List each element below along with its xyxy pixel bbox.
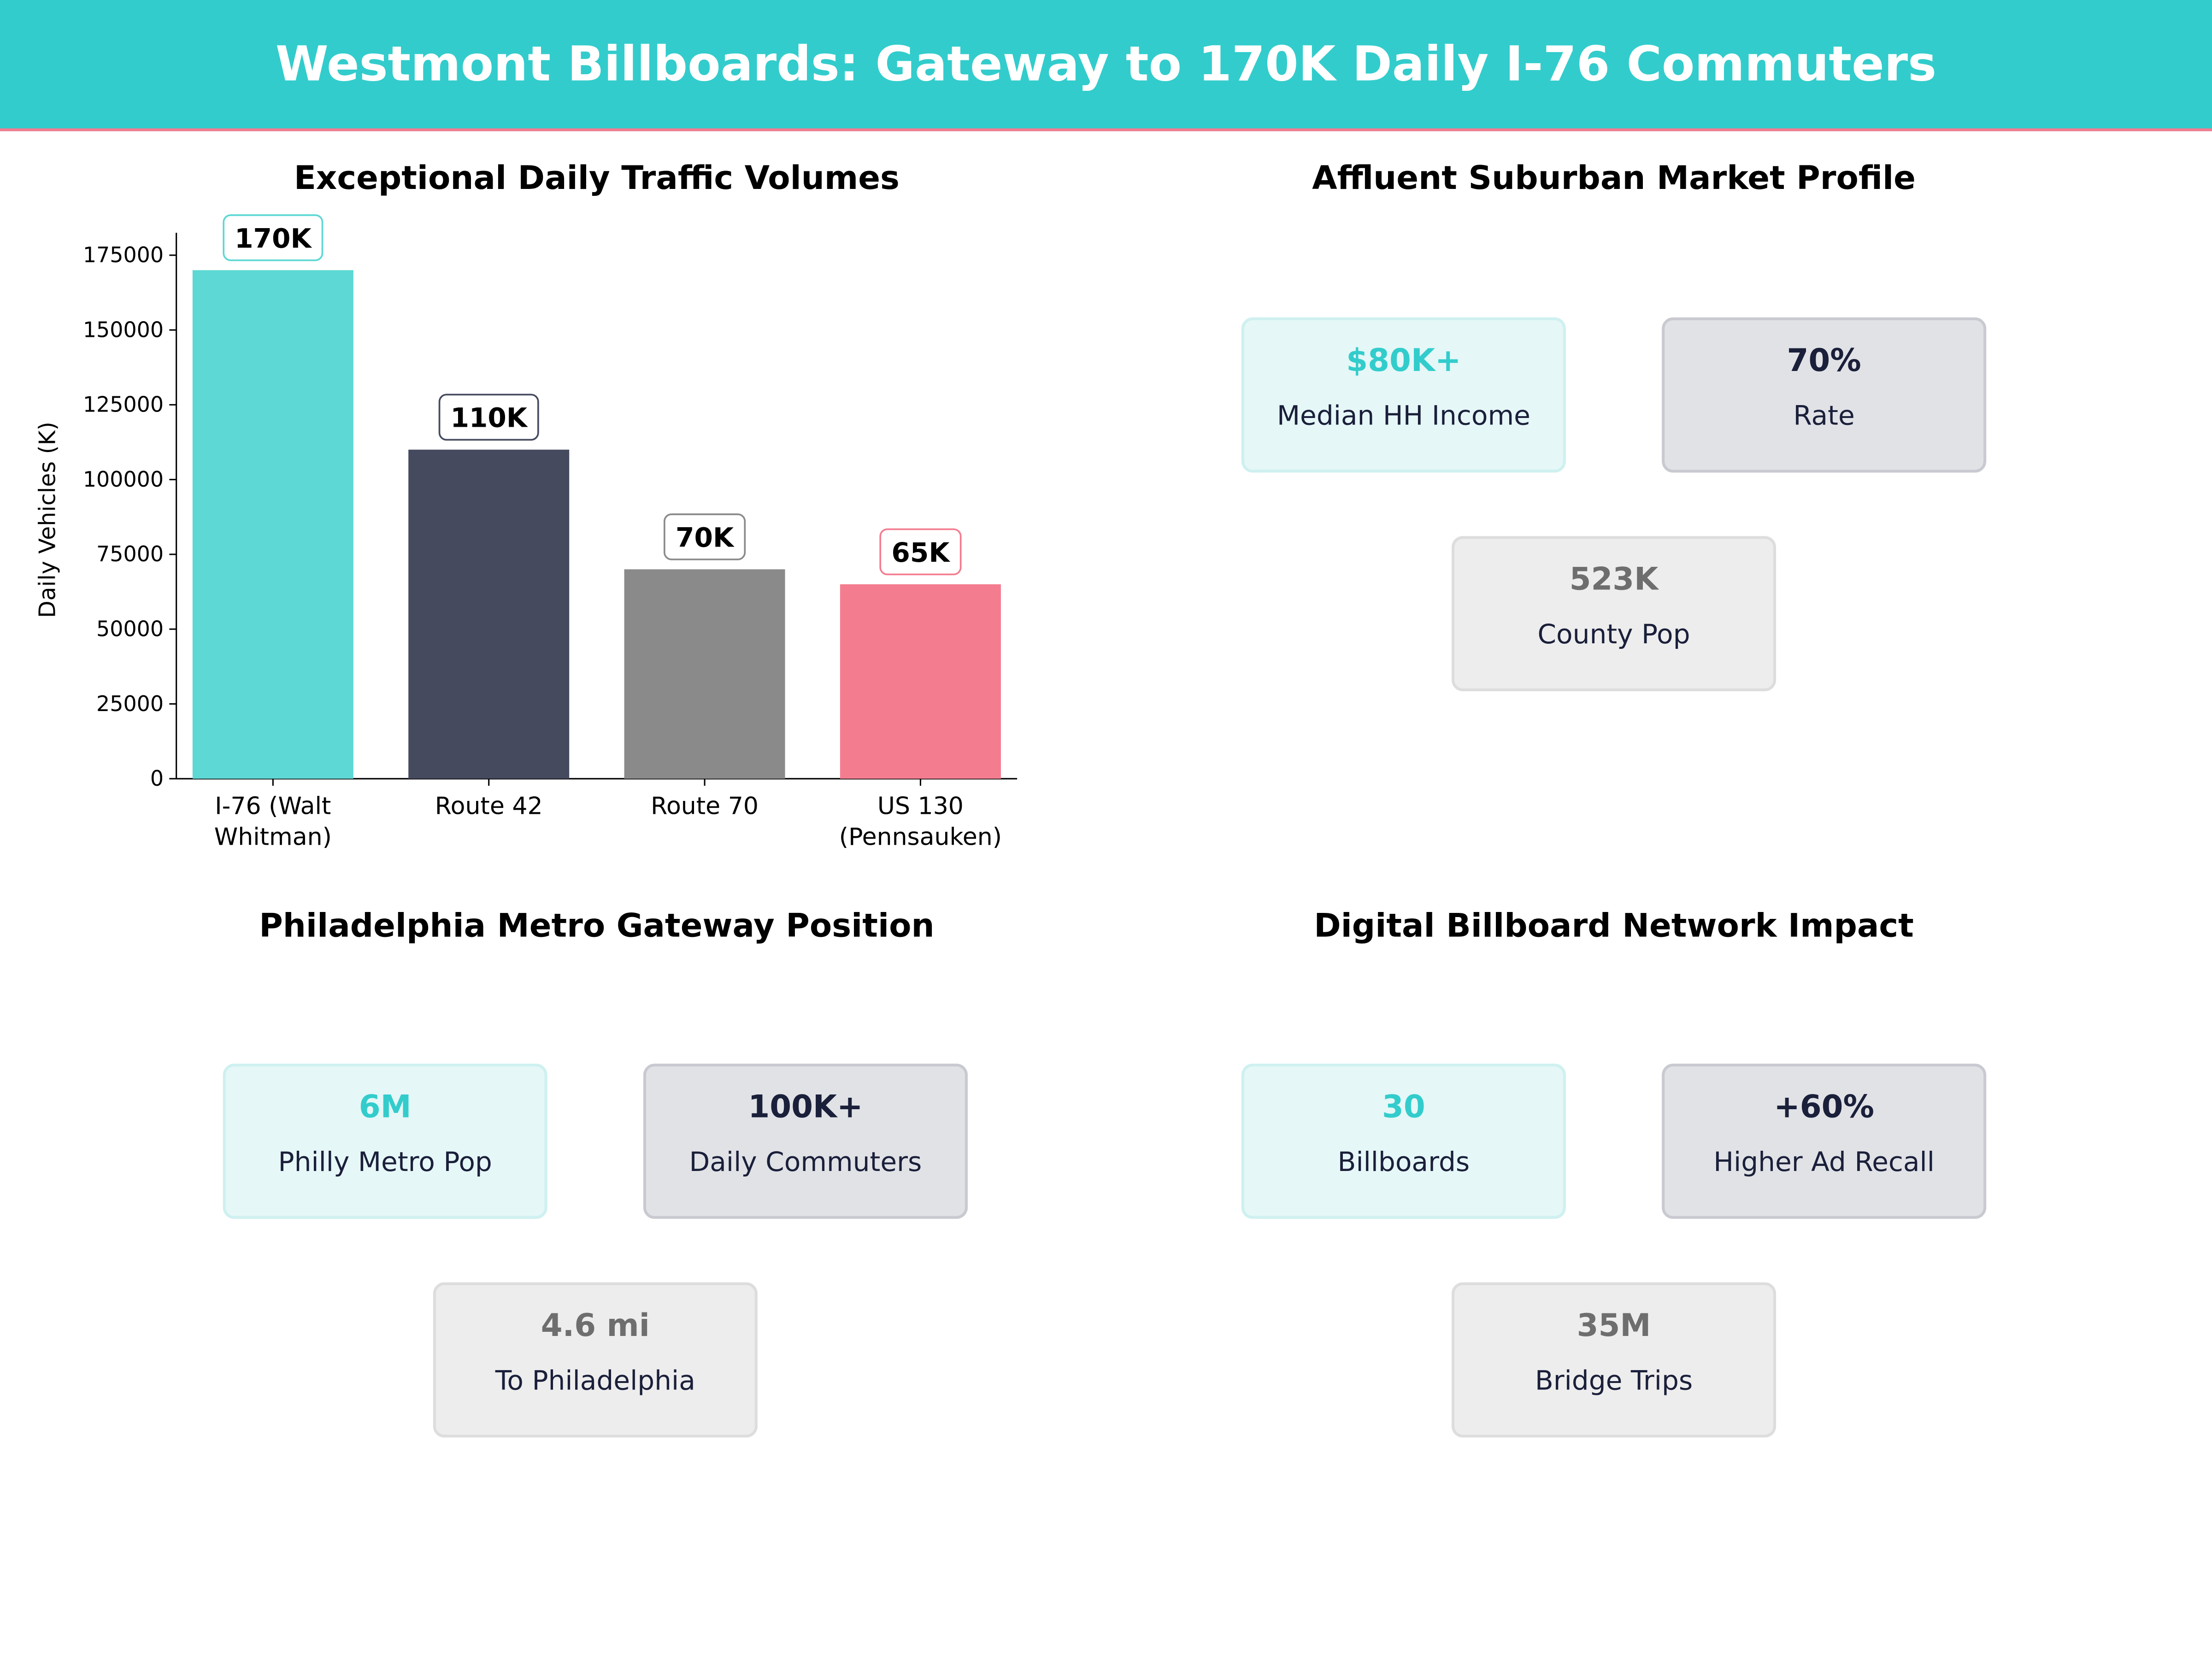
header-banner: Westmont Billboards: Gateway to 170K Dai… [0,0,2212,131]
bar-1 [408,449,570,779]
stat-label: Rate [1793,400,1855,432]
data-label-box [879,528,962,576]
page-title: Westmont Billboards: Gateway to 170K Dai… [275,36,1937,93]
stat-card-county-pop: 523K County Pop [1451,536,1777,691]
data-label: 65K [891,537,950,568]
stat-card-income: $80K+ Median HH Income [1241,317,1566,473]
y-axis-label: Daily Vehicles (K) [34,422,60,618]
panel-title-market: Affluent Suburban Market Profile [1312,160,1916,198]
stat-label: Billboards [1337,1147,1470,1178]
traffic-bar-chart: 0 25000 50000 75000 100000 125000 150000 175000… [34,214,1018,851]
stat-card-bridge-trips: 35M Bridge Trips [1451,1282,1777,1438]
x-tick-label: Route 70 [651,792,759,820]
x-tick-label: I-76 (Walt [215,792,331,820]
x-tick-label: Whitman) [214,824,332,851]
y-tick-label: 150000 [83,317,164,342]
stat-value: 4.6 mi [541,1309,650,1345]
panel-title-gateway: Philadelphia Metro Gateway Position [259,908,935,946]
y-tick-label: 50000 [96,617,164,641]
bar-3 [840,584,1001,779]
stat-value: 35M [1577,1309,1651,1345]
bar-0 [192,270,353,779]
x-tick-label: Route 42 [435,792,543,820]
stat-label: County Pop [1537,619,1690,651]
data-label-box [663,513,746,560]
stat-card-rate: 70% Rate [1662,317,1987,473]
panel-title-network: Digital Billboard Network Impact [1314,908,1914,946]
stat-value: 100K+ [748,1090,863,1126]
stat-value: +60% [1774,1090,1874,1126]
stat-card-metro-pop: 6M Philly Metro Pop [223,1064,547,1219]
data-label: 70K [676,522,735,553]
y-tick-label: 175000 [83,242,164,267]
x-tick-label: (Pennsauken) [839,824,1002,851]
data-label: 110K [450,402,528,434]
stat-card-ad-recall: +60% Higher Ad Recall [1662,1064,1987,1219]
data-label: 170K [235,223,312,254]
y-tick-label: 25000 [96,691,164,716]
chart-title: Exceptional Daily Traffic Volumes [294,160,900,198]
stat-label: Philly Metro Pop [278,1147,492,1178]
x-tick-label: US 130 [877,792,964,820]
data-label-box [223,214,324,261]
stat-label: To Philadelphia [495,1365,695,1397]
y-tick-label: 0 [150,766,164,791]
stat-card-distance: 4.6 mi To Philadelphia [433,1282,758,1438]
stat-card-billboards: 30 Billboards [1241,1064,1566,1219]
stat-label: Daily Commuters [689,1147,922,1178]
stat-value: 6M [359,1090,412,1126]
data-label-box [438,394,539,441]
y-tick-label: 100000 [83,467,164,492]
stat-value: 30 [1382,1090,1425,1126]
stat-label: Median HH Income [1277,400,1530,432]
stat-label: Higher Ad Recall [1713,1147,1935,1178]
stat-value: $80K+ [1346,344,1461,380]
bar-2 [624,569,785,779]
stat-label: Bridge Trips [1535,1365,1693,1397]
y-tick-label: 125000 [83,392,164,417]
stat-card-commuters: 100K+ Daily Commuters [643,1064,968,1219]
stat-value: 70% [1787,344,1861,380]
y-tick-label: 75000 [96,541,164,566]
stat-value: 523K [1569,563,1659,598]
